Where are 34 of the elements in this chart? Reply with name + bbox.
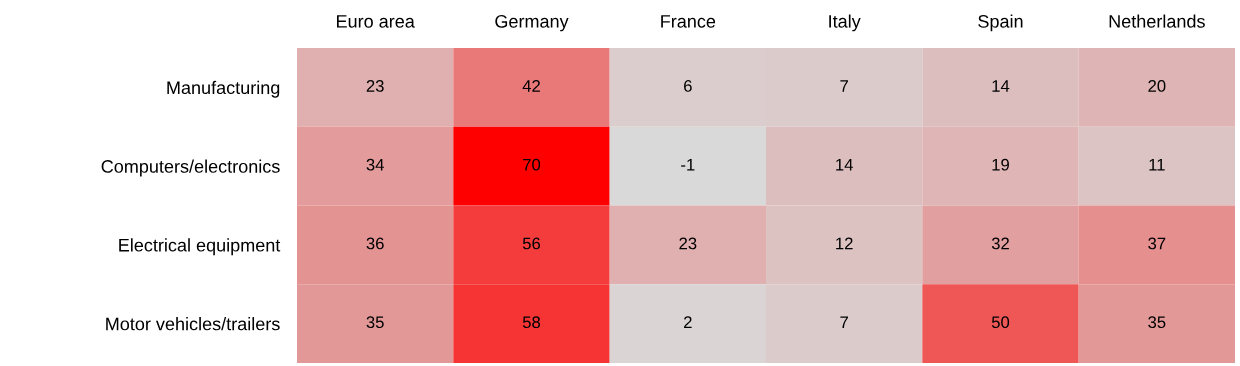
y-tick-label: Computers/electronics: [101, 159, 280, 177]
y-tick-label: Motor vehicles/trailers: [106, 317, 280, 331]
data-label: 19: [992, 158, 1009, 171]
data-label: 50: [991, 316, 1010, 329]
data-label: 42: [522, 80, 540, 92]
data-label: 56: [522, 237, 541, 250]
x-tick-label: Germany: [495, 14, 569, 32]
data-label: 23: [366, 80, 384, 92]
data-label: 11: [1149, 158, 1165, 171]
data-label: 6: [684, 80, 692, 92]
x-tick-label: Spain: [978, 14, 1023, 32]
data-label: 14: [836, 158, 853, 171]
x-tick-label: Netherlands: [1109, 14, 1205, 28]
y-tick-label: Manufacturing: [167, 80, 280, 98]
x-tick-label: Euro area: [337, 15, 415, 28]
x-tick-label: France: [661, 15, 716, 28]
data-label: 32: [991, 237, 1009, 250]
data-label: 2: [684, 316, 692, 328]
data-label: 7: [840, 80, 848, 92]
data-label: 35: [366, 316, 384, 329]
y-tick-label: Electrical equipment: [119, 238, 281, 256]
x-tick-label: Italy: [829, 14, 861, 32]
data-label: 20: [1148, 80, 1166, 92]
data-label: 58: [522, 316, 541, 329]
data-label: 35: [1148, 316, 1166, 329]
data-label: 23: [679, 237, 697, 250]
data-label: 34: [366, 158, 384, 171]
data-label: 12: [836, 237, 853, 250]
data-label: 36: [366, 237, 384, 250]
data-label: 7: [840, 316, 848, 328]
data-label: 37: [1148, 237, 1166, 250]
data-label: 70: [523, 158, 541, 171]
data-label: 14: [992, 80, 1010, 92]
data-label: -1: [681, 158, 695, 171]
